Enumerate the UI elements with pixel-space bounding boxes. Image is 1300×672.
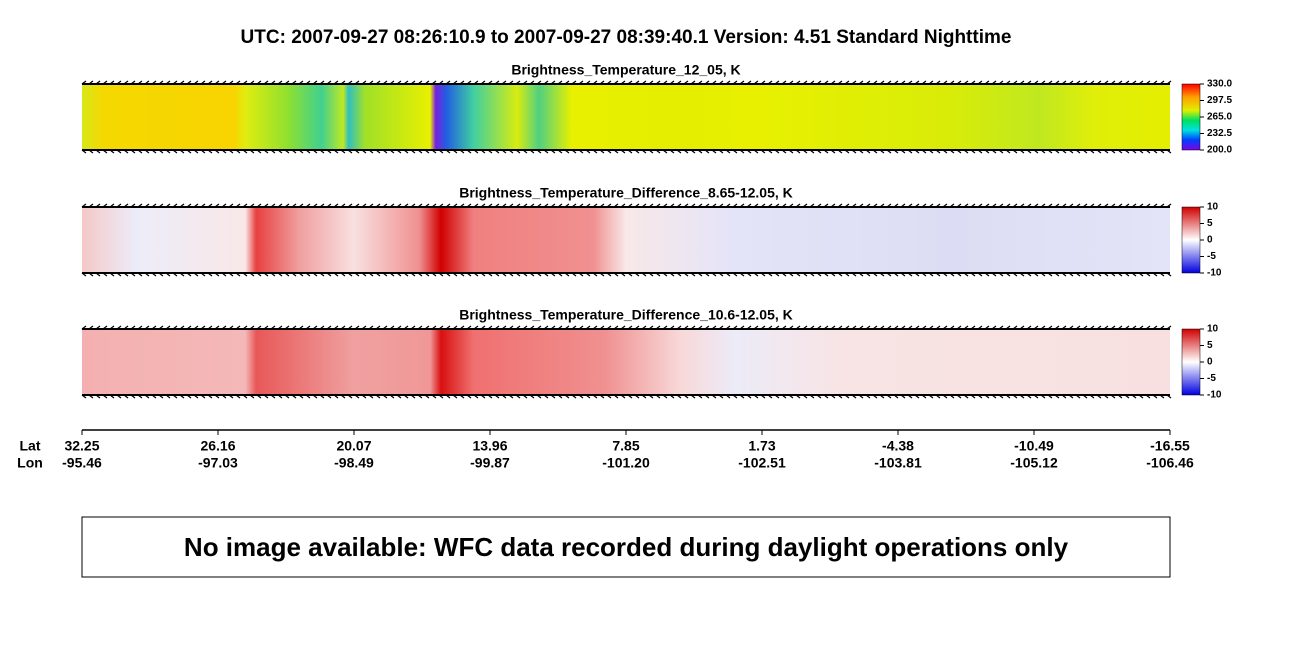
panel-title: Brightness_Temperature_Difference_10.6-1… <box>459 307 793 323</box>
colorbar-label: 0 <box>1207 235 1213 246</box>
edge-ticks <box>81 203 1172 277</box>
lat-tick-label: -16.55 <box>1150 438 1190 454</box>
edge-ticks <box>81 325 1172 399</box>
lon-label: Lon <box>17 455 43 471</box>
note: No image available: WFC data recorded du… <box>184 532 1069 562</box>
colorbar-label: -5 <box>1207 251 1216 262</box>
colorbar <box>1181 206 1201 274</box>
colorbar-label: 330.0 <box>1207 79 1232 90</box>
lat-tick-label: 13.96 <box>472 438 507 454</box>
lat-tick-label: 7.85 <box>612 438 639 454</box>
panels: Brightness_Temperature_12_05, K 330.0 297.… <box>17 62 1232 471</box>
lat-tick-label: 1.73 <box>748 438 775 454</box>
colorbar-label: 297.5 <box>1207 95 1232 106</box>
colorbar-label: 0 <box>1207 357 1213 368</box>
image-strip <box>82 329 1170 395</box>
colorbar-label: -5 <box>1207 373 1216 384</box>
image-strip <box>82 207 1170 273</box>
panel-title: Brightness_Temperature_Difference_8.65-1… <box>459 185 793 201</box>
lat-label: Lat <box>20 438 41 454</box>
colorbar-label: 10 <box>1207 324 1219 335</box>
lon-tick-label: -99.87 <box>470 455 510 471</box>
lat-tick-label: -10.49 <box>1014 438 1054 454</box>
lon-tick-label: -106.46 <box>1146 455 1194 471</box>
colorbar-label: -10 <box>1207 390 1222 401</box>
panel-title: Brightness_Temperature_12_05, K <box>511 62 740 78</box>
lon-tick-label: -101.20 <box>602 455 650 471</box>
edge-ticks <box>81 80 1172 154</box>
colorbar-label: 232.5 <box>1207 128 1232 139</box>
lon-tick-label: -95.46 <box>62 455 102 471</box>
lon-tick-label: -98.49 <box>334 455 374 471</box>
colorbar-label: 265.0 <box>1207 112 1232 123</box>
colorbar-label: 5 <box>1207 340 1213 351</box>
lon-tick-label: -103.81 <box>874 455 922 471</box>
image-strip <box>82 84 1170 150</box>
colorbar <box>1181 83 1201 151</box>
lat-tick-label: 32.25 <box>64 438 99 454</box>
colorbar-label: -10 <box>1207 268 1222 279</box>
page-title: UTC: 2007-09-27 08:26:10.9 to 2007-09-27… <box>241 27 1012 48</box>
colorbar <box>1181 328 1201 396</box>
lat-tick-label: 20.07 <box>336 438 371 454</box>
lat-tick-label: -4.38 <box>882 438 914 454</box>
lat-tick-label: 26.16 <box>200 438 235 454</box>
colorbar-label: 5 <box>1207 218 1213 229</box>
lon-tick-label: -102.51 <box>738 455 786 471</box>
lon-tick-label: -97.03 <box>198 455 238 471</box>
colorbar-label: 200.0 <box>1207 145 1232 156</box>
lon-tick-label: -105.12 <box>1010 455 1058 471</box>
colorbar-label: 10 <box>1207 202 1219 213</box>
note-box <box>81 516 1171 578</box>
